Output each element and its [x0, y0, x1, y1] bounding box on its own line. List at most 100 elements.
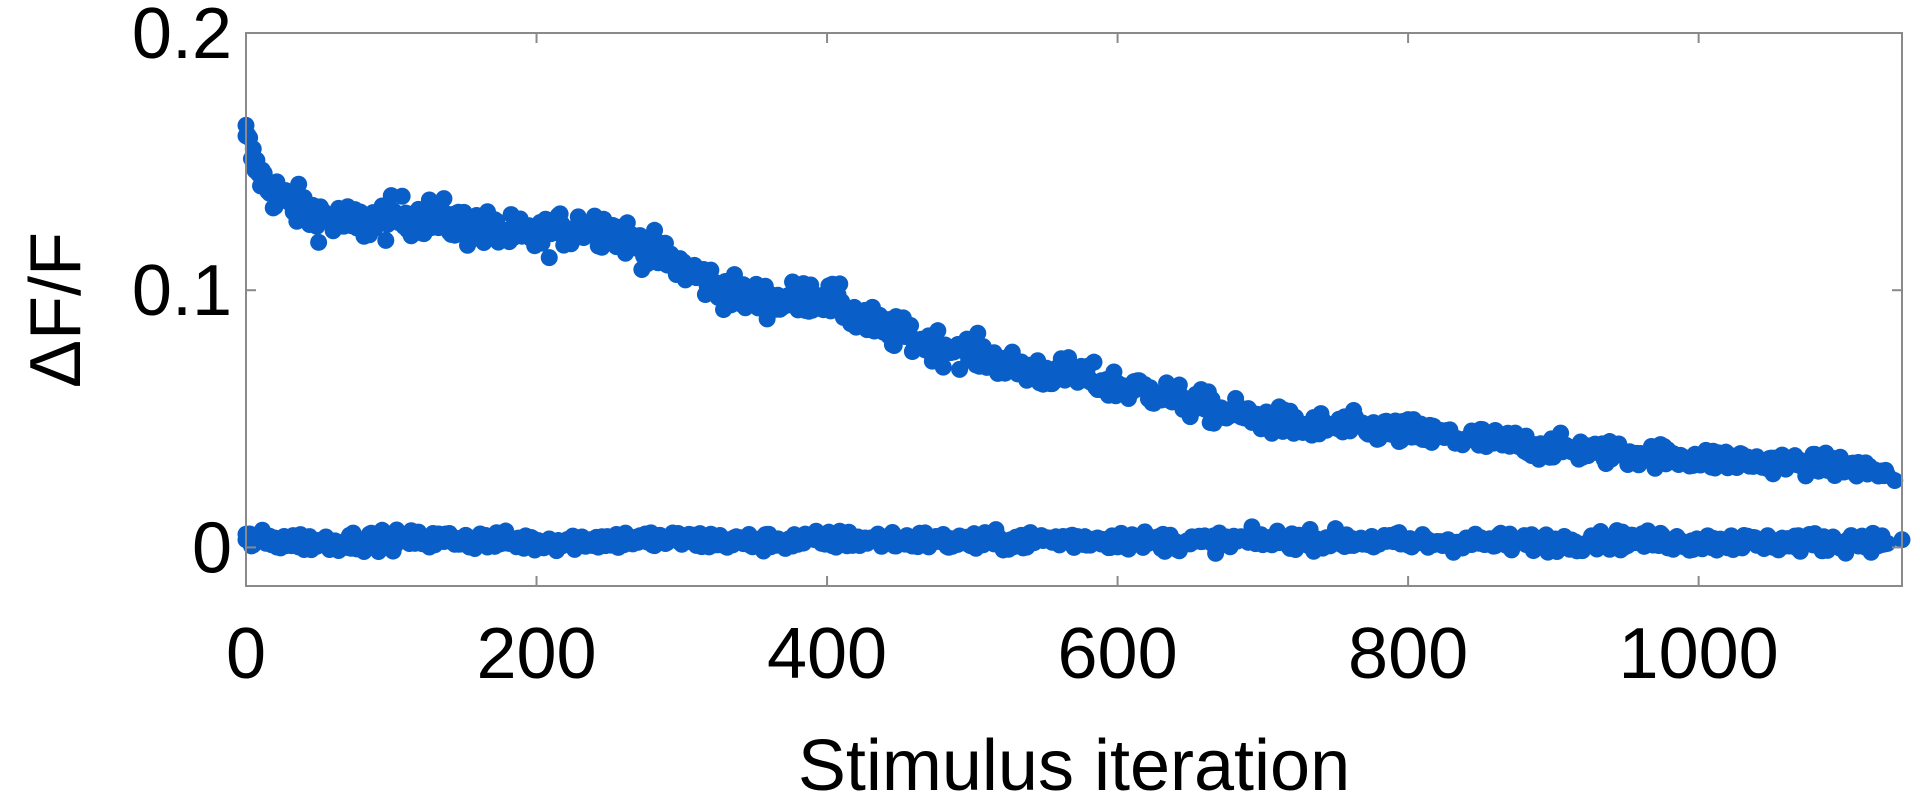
data-point	[1646, 446, 1664, 464]
data-point	[891, 531, 909, 549]
data-point	[745, 533, 763, 551]
data-point	[862, 315, 880, 333]
data-point	[513, 227, 531, 245]
data-point	[615, 227, 633, 245]
data-point	[1762, 533, 1780, 551]
data-point	[818, 531, 836, 549]
data-point	[600, 531, 618, 549]
data-point	[1326, 531, 1344, 549]
data-point	[1254, 531, 1272, 549]
data-point	[1167, 389, 1185, 407]
data-point	[992, 353, 1010, 371]
data-point	[1864, 461, 1882, 479]
data-point	[557, 219, 575, 237]
data-point	[1181, 394, 1199, 412]
data-point	[252, 165, 270, 183]
data-point	[1414, 425, 1432, 443]
data-point	[1501, 433, 1519, 451]
data-point	[1675, 448, 1693, 466]
data-point	[1632, 446, 1650, 464]
data-point	[397, 207, 415, 225]
y-tick-labels: 0 0.1 0.2	[132, 0, 232, 588]
data-point	[382, 209, 400, 227]
data-point	[295, 201, 313, 219]
data-point	[789, 289, 807, 307]
data-point	[1544, 438, 1562, 456]
data-point	[629, 235, 647, 253]
data-point	[244, 153, 262, 171]
data-point	[600, 219, 618, 237]
data-point	[1239, 407, 1257, 425]
data-point	[745, 289, 763, 307]
data-point	[1472, 533, 1490, 551]
data-point	[310, 533, 328, 551]
data-point-upper	[393, 187, 411, 205]
y-tick-label: 0.1	[132, 251, 232, 331]
data-point	[382, 531, 400, 549]
data-point	[528, 533, 546, 551]
data-point	[1820, 456, 1838, 474]
data-point-upper	[310, 233, 328, 251]
data-point	[1341, 418, 1359, 436]
data-point-lower	[1878, 534, 1896, 552]
data-point	[1021, 361, 1039, 379]
y-tick-label: 0	[192, 508, 232, 588]
axis-ticks	[245, 32, 1902, 586]
data-point	[963, 343, 981, 361]
data-point	[673, 531, 691, 549]
data-point	[528, 227, 546, 245]
data-point	[1007, 358, 1025, 376]
data-point-upper	[290, 175, 308, 193]
data-point	[1050, 364, 1068, 382]
data-point	[978, 348, 996, 366]
data-point	[1138, 382, 1156, 400]
data-point	[1399, 533, 1417, 551]
data-point	[818, 289, 836, 307]
data-point	[891, 325, 909, 343]
y-tick-label: 0.2	[132, 0, 232, 74]
data-point	[1109, 376, 1127, 394]
data-point	[1661, 448, 1679, 466]
data-point	[1196, 397, 1214, 415]
data-point	[440, 212, 458, 230]
y-axis-title: ΔF/F	[16, 232, 96, 388]
data-point	[687, 266, 705, 284]
data-point	[1399, 423, 1417, 441]
data-point-upper	[934, 358, 952, 376]
x-tick-label: 1000	[1619, 614, 1779, 694]
data-point	[1283, 415, 1301, 433]
data-point	[1733, 451, 1751, 469]
data-point	[571, 217, 589, 235]
data-point	[1762, 454, 1780, 472]
data-point	[1791, 454, 1809, 472]
x-tick-label: 200	[476, 614, 596, 694]
data-point	[1428, 428, 1446, 446]
data-point-upper	[540, 249, 558, 267]
data-point	[1036, 364, 1054, 382]
data-point	[1385, 423, 1403, 441]
data-point	[310, 207, 328, 225]
data-point	[1719, 451, 1737, 469]
data-point	[1748, 454, 1766, 472]
data-point	[1835, 533, 1853, 551]
data-point	[484, 222, 502, 240]
data-point	[1326, 418, 1344, 436]
data-point	[1690, 533, 1708, 551]
data-point	[1559, 441, 1577, 459]
data-point	[760, 291, 778, 309]
data-point	[833, 297, 851, 315]
data-point-upper	[377, 231, 395, 249]
x-tick-label: 0	[226, 614, 266, 694]
data-point	[1443, 428, 1461, 446]
data-point	[1109, 531, 1127, 549]
data-point	[586, 217, 604, 235]
data-point	[281, 194, 299, 212]
data-point	[1849, 459, 1867, 477]
data-point	[1268, 412, 1286, 430]
data-point	[1254, 410, 1272, 428]
data-point	[702, 273, 720, 291]
data-point	[1472, 430, 1490, 448]
data-point	[963, 533, 981, 551]
data-point	[920, 335, 938, 353]
